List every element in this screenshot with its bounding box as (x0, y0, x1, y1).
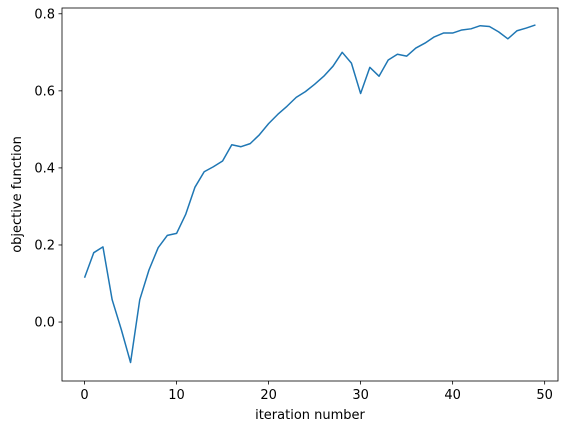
y-axis-label: objective function (10, 136, 25, 253)
y-tick-label: 0.0 (34, 316, 55, 331)
line (83, 24, 536, 364)
y-tick-label: 0.4 (34, 161, 55, 176)
plot-frame (61, 7, 559, 382)
x-axis-label: iteration number (255, 408, 365, 423)
x-tick-label: 20 (260, 388, 277, 403)
x-tick-label: 30 (352, 388, 369, 403)
x-tick-label: 10 (168, 388, 185, 403)
y-tick-label: 0.2 (34, 238, 55, 253)
x-tick-label: 40 (444, 388, 461, 403)
x-tick-label: 0 (80, 388, 88, 403)
y-tick-label: 0.8 (34, 7, 55, 22)
x-tick-label: 50 (536, 388, 553, 403)
y-tick-label: 0.6 (34, 84, 55, 99)
